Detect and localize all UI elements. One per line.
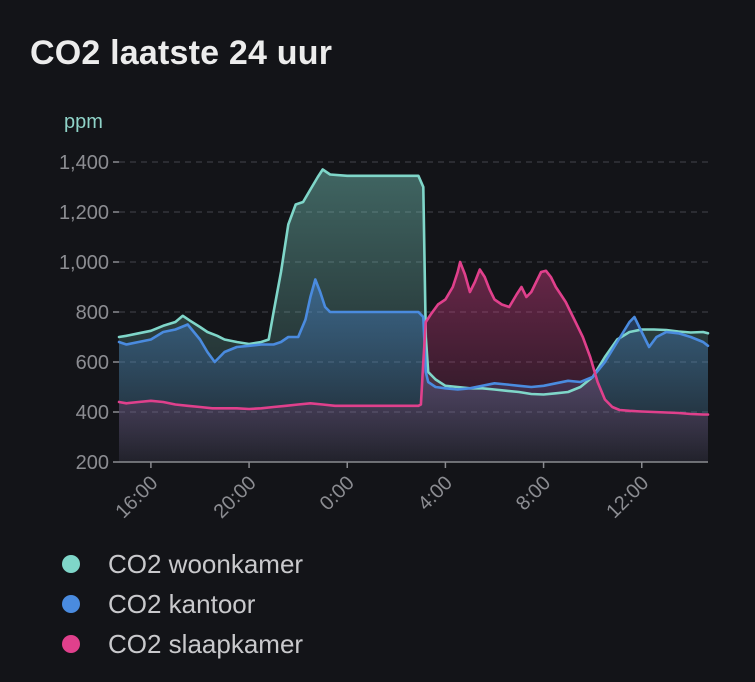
legend-item[interactable]: CO2 slaapkamer	[62, 624, 303, 664]
y-tick-label: 200	[76, 452, 109, 474]
x-tick-label: 12:00	[602, 472, 653, 523]
series-areas	[119, 169, 708, 462]
x-tick-label: 4:00	[414, 472, 457, 515]
x-tick-label: 16:00	[111, 472, 162, 523]
legend-label: CO2 slaapkamer	[108, 628, 304, 659]
legend-color-dot	[62, 555, 80, 573]
y-tick-label: 600	[76, 352, 109, 374]
series-line-2	[117, 260, 710, 416]
card-title: CO2 laatste 24 uur	[30, 34, 333, 72]
legend-color-dot	[62, 635, 80, 653]
y-tick-label: 1,400	[59, 152, 109, 174]
x-tick-label: 20:00	[210, 472, 261, 523]
legend-item[interactable]: CO2 woonkamer	[62, 544, 303, 584]
legend-item[interactable]: CO2 kantoor	[62, 584, 303, 624]
y-axis-unit-label: ppm	[64, 111, 103, 133]
series-area-2	[119, 262, 708, 462]
chart-legend: CO2 woonkamer CO2 kantoor CO2 slaapkamer	[62, 544, 303, 664]
series-lines	[117, 168, 710, 416]
legend-label: CO2 kantoor	[108, 588, 256, 619]
legend-label: CO2 woonkamer	[108, 548, 304, 579]
x-tick-label: 0:00	[316, 472, 359, 515]
co2-chart: 200 400 600 800 1,000 1,200 1,400 16:00 20:00 0:0…	[59, 111, 710, 523]
series-line-1	[117, 278, 710, 391]
x-tick-label: 8:00	[512, 472, 555, 515]
legend-color-dot	[62, 595, 80, 613]
series-line-0	[117, 168, 710, 396]
y-tick-label: 400	[76, 402, 109, 424]
y-tick-label: 800	[76, 302, 109, 324]
y-tick-label: 1,000	[59, 252, 109, 274]
y-tick-label: 1,200	[59, 202, 109, 224]
